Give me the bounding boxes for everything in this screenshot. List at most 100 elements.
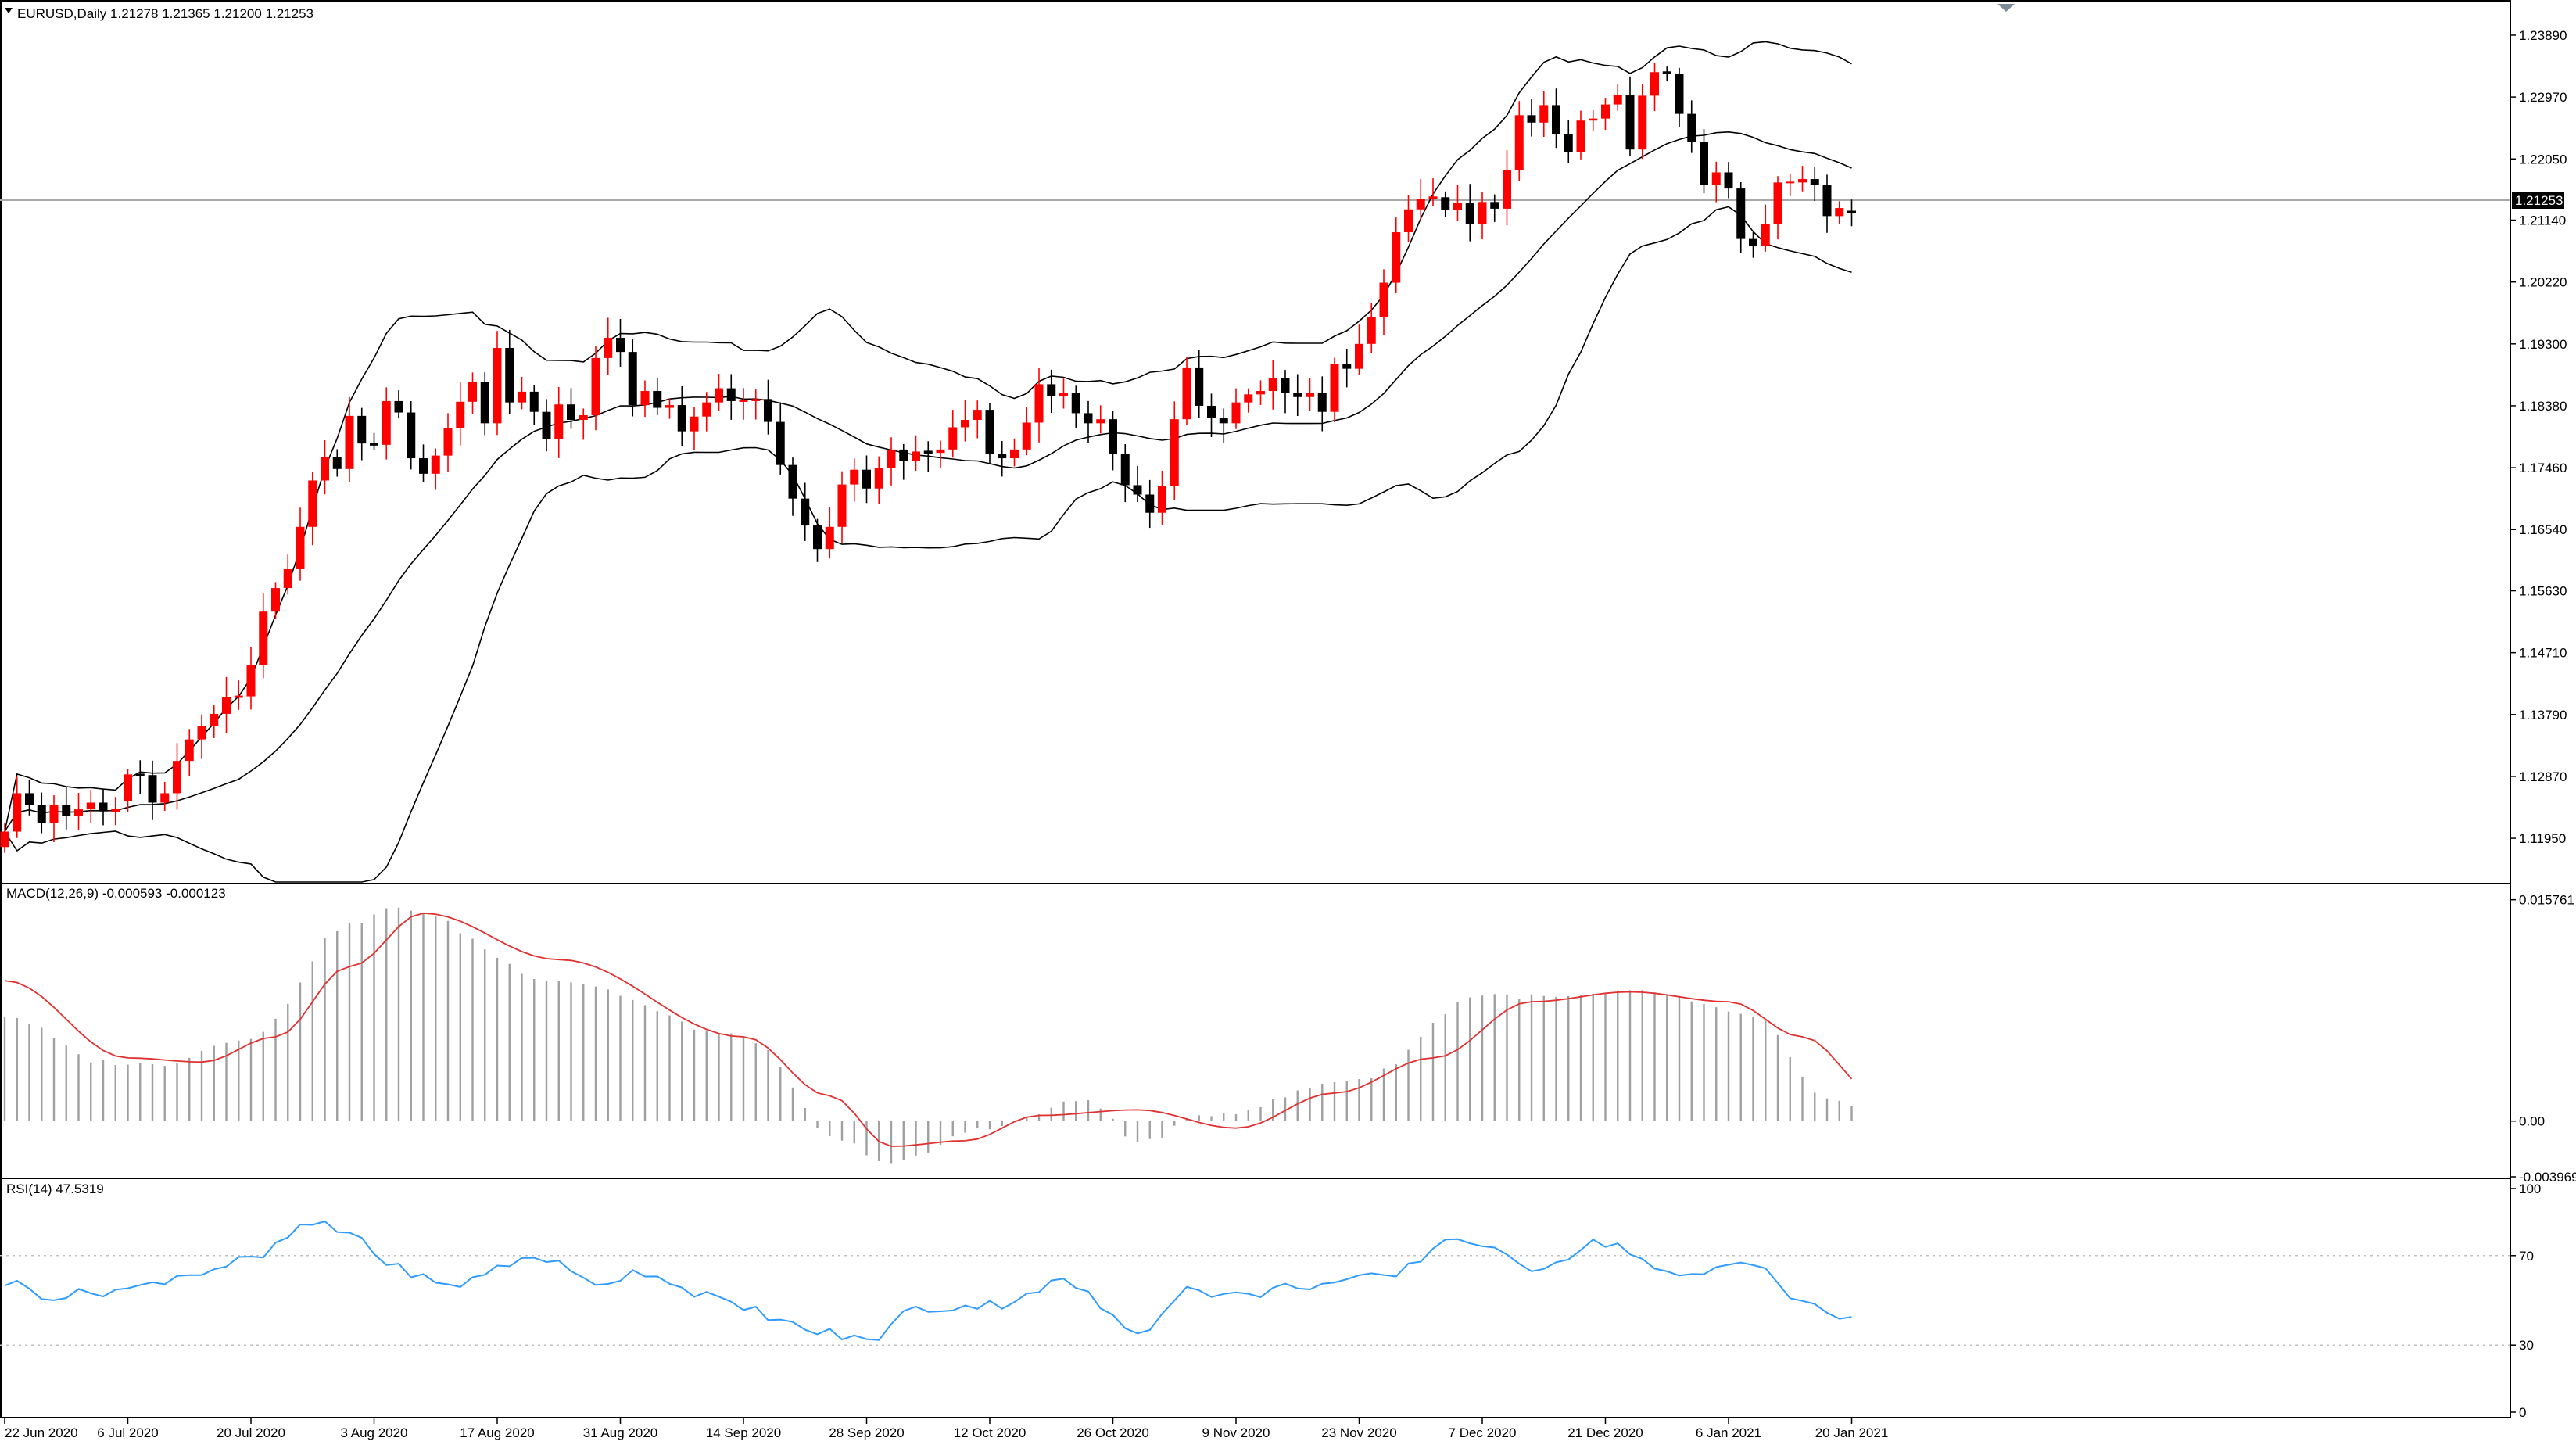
- time-tick-label: 17 Aug 2020: [460, 1425, 534, 1440]
- main-panel: EURUSD,Daily 1.21278 1.21365 1.21200 1.2…: [0, 0, 2567, 884]
- chart-shift-marker-icon[interactable]: [1997, 4, 2015, 12]
- time-tick-label: 12 Oct 2020: [954, 1425, 1026, 1440]
- time-tick-label: 9 Nov 2020: [1202, 1425, 1270, 1440]
- rsi-panel-title: RSI(14) 47.5319: [6, 1181, 104, 1196]
- bear-candle: [407, 412, 416, 459]
- bull-candle: [456, 401, 465, 428]
- current-price-label: 1.21253: [2515, 193, 2563, 208]
- bull-candle: [1330, 364, 1339, 412]
- bear-candle: [1317, 393, 1327, 412]
- price-tick-label: 1.12870: [2519, 769, 2567, 784]
- bull-candle: [1158, 486, 1166, 513]
- rsi-line: [4, 1220, 1852, 1341]
- bear-candle: [1109, 419, 1117, 454]
- time-tick-label: 28 Sep 2020: [829, 1425, 904, 1440]
- bull-candle: [1170, 419, 1179, 486]
- bear-candle: [1736, 188, 1746, 239]
- bear-candle: [1810, 179, 1819, 185]
- bull-candle: [271, 588, 280, 612]
- bear-candle: [788, 464, 797, 499]
- macd-axis: 0.015761 0.00 -0.003969: [2510, 893, 2576, 1185]
- time-tick-label: 22 Jun 2020: [5, 1425, 78, 1440]
- bull-candle: [1589, 118, 1598, 121]
- bear-candle: [1195, 367, 1204, 406]
- time-tick-label: 26 Oct 2020: [1077, 1425, 1149, 1440]
- bull-candle: [1601, 104, 1610, 119]
- bull-candle: [948, 427, 958, 450]
- bull-candle: [1835, 208, 1844, 217]
- bull-candle: [1650, 72, 1659, 96]
- bear-candle: [813, 525, 822, 550]
- bull-candle: [751, 399, 761, 401]
- bear-candle: [370, 443, 378, 446]
- bull-candle: [1404, 209, 1413, 233]
- bull-candle: [259, 611, 268, 666]
- bull-candle: [579, 414, 588, 421]
- price-axis: 1.23890 1.22970 1.22050 1.21140 1.20220 1.193…: [2510, 28, 2567, 846]
- bull-candle: [887, 449, 896, 468]
- bear-candle: [1465, 203, 1474, 224]
- bear-candle: [1687, 113, 1696, 142]
- bear-candle: [1047, 384, 1056, 396]
- macd-panel-frame: [0, 883, 2511, 1179]
- bear-candle: [419, 458, 428, 474]
- bull-candle: [111, 809, 120, 812]
- time-axis: 22 Jun 2020 6 Jul 2020 20 Jul 2020 3 Aug 20…: [4, 1418, 1888, 1440]
- main-panel-frame: [0, 0, 2511, 884]
- bull-candle: [1379, 282, 1388, 317]
- bull-candle: [1453, 203, 1462, 210]
- macd-histogram: [3, 907, 1853, 1164]
- time-tick-label: 14 Sep 2020: [706, 1425, 781, 1440]
- bull-candle: [961, 420, 969, 428]
- bull-candle: [1786, 181, 1795, 184]
- bear-candle: [1084, 413, 1093, 424]
- bull-candle: [1773, 182, 1782, 224]
- upper-band: [4, 41, 1852, 832]
- bear-candle: [37, 805, 46, 823]
- middle-band: [4, 131, 1852, 832]
- bear-candle: [616, 338, 625, 353]
- rsi-tick-label: 30: [2519, 1338, 2534, 1353]
- bull-candle: [234, 695, 243, 698]
- bull-candle: [936, 449, 945, 454]
- bear-candle: [985, 410, 994, 454]
- bear-candle: [567, 404, 575, 421]
- bull-candle: [715, 388, 723, 403]
- bear-candle: [1822, 185, 1832, 217]
- bull-candle: [850, 469, 859, 485]
- bear-candle: [1724, 172, 1733, 189]
- bull-candle: [690, 416, 699, 432]
- time-tick-label: 21 Dec 2020: [1567, 1425, 1643, 1440]
- bull-candle: [1022, 422, 1031, 450]
- bear-candle: [677, 405, 686, 432]
- bull-candle: [185, 739, 194, 762]
- bull-candle: [1034, 384, 1044, 423]
- bull-candle: [604, 338, 613, 358]
- price-tick-label: 1.15630: [2519, 584, 2567, 599]
- bull-candle: [973, 410, 982, 421]
- bear-candle: [1749, 238, 1757, 246]
- bear-candle: [1564, 134, 1573, 152]
- rsi-axis: 100 70 30 0: [2510, 1181, 2541, 1420]
- time-tick-label: 23 Nov 2020: [1321, 1425, 1396, 1440]
- bear-candle: [1071, 393, 1080, 414]
- bear-candle: [394, 400, 403, 413]
- bear-candle: [1120, 454, 1130, 486]
- lower-band: [4, 206, 1852, 883]
- bear-candle: [776, 421, 785, 465]
- bull-candle: [591, 357, 600, 415]
- bull-candle: [1576, 120, 1585, 152]
- collapse-triangle-icon[interactable]: [5, 8, 13, 13]
- bear-candle: [542, 411, 551, 439]
- bear-candle: [25, 793, 34, 805]
- bull-candle: [1613, 95, 1622, 105]
- bull-candle: [554, 404, 564, 439]
- bear-candle: [1342, 364, 1352, 369]
- bear-candle: [1847, 210, 1856, 213]
- bear-candle: [801, 498, 810, 526]
- bull-candle: [74, 809, 83, 816]
- bull-candle: [1096, 419, 1105, 424]
- bull-candle: [296, 526, 305, 569]
- bull-candle: [1392, 232, 1401, 283]
